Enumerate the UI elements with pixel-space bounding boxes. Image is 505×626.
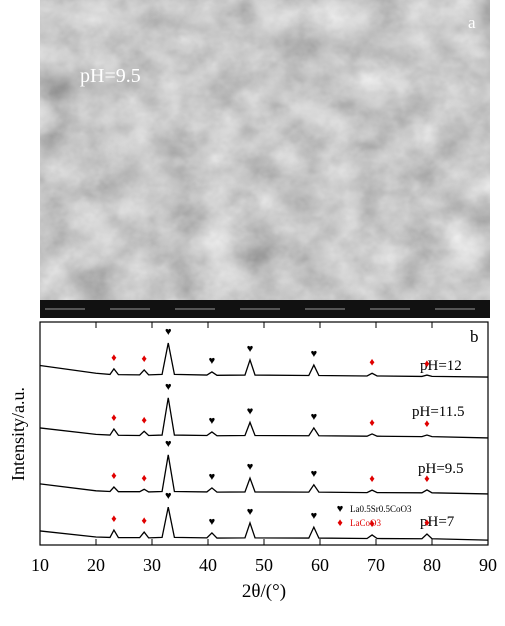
sem-image: pH=9.5 a — [40, 0, 490, 318]
phase-marker: ♥ — [209, 415, 216, 427]
sem-texture — [40, 0, 490, 300]
phase-marker: ♥ — [165, 490, 172, 502]
phase-marker: ♥ — [247, 405, 254, 417]
plot-frame — [39, 321, 489, 546]
x-tick-label: 60 — [311, 555, 329, 575]
x-tick-label: 80 — [423, 555, 441, 575]
legend-label: LaCoO3 — [350, 518, 381, 528]
sem-sample-label: pH=9.5 — [80, 65, 141, 87]
phase-marker: ♦ — [141, 353, 147, 365]
x-tick-label: 20 — [87, 555, 105, 575]
phase-marker: ♦ — [141, 414, 147, 426]
phase-marker: ♦ — [141, 472, 147, 484]
phase-marker: ♦ — [141, 515, 147, 527]
xrd-trace — [39, 506, 489, 541]
xrd-trace — [39, 454, 489, 495]
phase-marker: ♦ — [369, 473, 375, 485]
phase-marker: ♥ — [311, 348, 318, 360]
x-axis-label: 2θ/(°) — [242, 581, 286, 602]
phase-marker: ♥ — [247, 461, 254, 473]
phase-marker: ♥ — [209, 471, 216, 483]
phase-marker: ♦ — [111, 352, 117, 364]
phase-marker: ♥ — [165, 381, 172, 393]
panel-label: b — [470, 327, 479, 346]
x-tick-label: 90 — [479, 555, 497, 575]
phase-marker: ♥ — [165, 438, 172, 450]
series-label: pH=9.5 — [418, 461, 464, 477]
phase-marker: ♥ — [247, 343, 254, 355]
phase-marker: ♥ — [311, 468, 318, 480]
xrd-chart: b 2θ/(°) Intensity/a.u. 10 20 30 40 50 60 70 80… — [8, 321, 497, 602]
phase-marker: ♥ — [209, 355, 216, 367]
phase-marker: ♥ — [311, 411, 318, 423]
legend-symbol: ♥ — [337, 503, 344, 515]
series-label: pH=12 — [420, 358, 462, 374]
phase-marker: ♦ — [111, 470, 117, 482]
x-tick-label: 40 — [199, 555, 217, 575]
legend-symbol: ♦ — [337, 517, 343, 529]
phase-marker: ♦ — [424, 418, 430, 430]
phase-marker: ♦ — [424, 517, 430, 529]
series-label: pH=7 — [420, 514, 455, 530]
phase-marker: ♥ — [247, 506, 254, 518]
phase-marker: ♦ — [424, 473, 430, 485]
phase-marker: ♦ — [111, 513, 117, 525]
xrd-trace — [39, 397, 489, 439]
phase-marker: ♦ — [369, 417, 375, 429]
phase-marker: ♦ — [424, 358, 430, 370]
x-tick-label: 50 — [255, 555, 273, 575]
phase-marker: ♦ — [369, 356, 375, 368]
x-tick-label: 10 — [31, 555, 49, 575]
legend-label: La0.5Sr0.5CoO3 — [350, 504, 412, 514]
phase-marker: ♥ — [209, 516, 216, 528]
phase-marker: ♥ — [311, 510, 318, 522]
phase-marker: ♦ — [369, 518, 375, 530]
sem-panel-label: a — [468, 13, 476, 32]
series-label: pH=11.5 — [412, 404, 465, 420]
phase-marker: ♦ — [111, 412, 117, 424]
phase-marker: ♥ — [165, 326, 172, 338]
x-tick-label: 70 — [367, 555, 385, 575]
y-axis-label: Intensity/a.u. — [8, 387, 28, 481]
xrd-trace — [39, 342, 489, 378]
x-tick-label: 30 — [143, 555, 161, 575]
